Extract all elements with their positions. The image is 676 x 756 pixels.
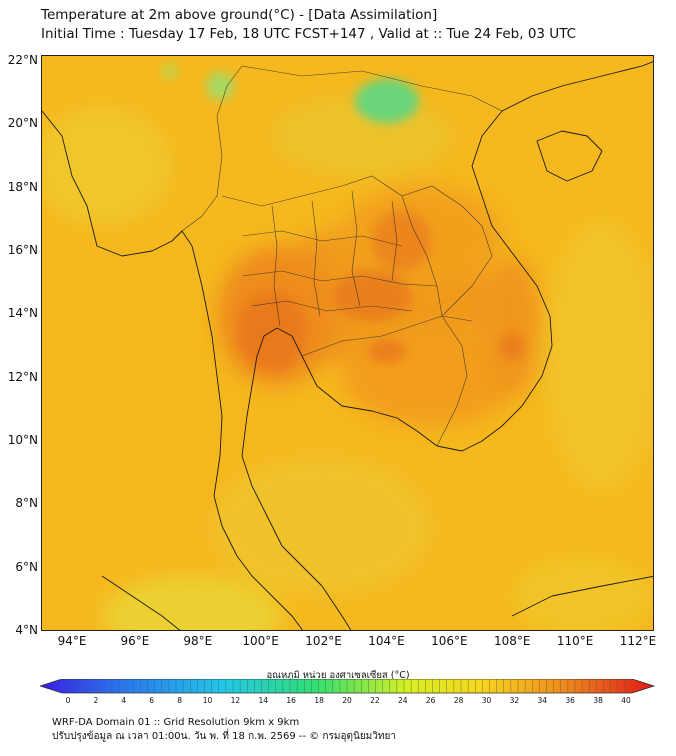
colorbar-tick-label: 20 [342,696,352,705]
green-field-yunnan [355,79,419,123]
colorbar [40,679,656,694]
border-thailand-cambodia [301,315,473,357]
colorbar-label: อุณหภูมิ หน่วย องศาเซลเซียส (°C) [266,670,410,681]
coastline-hainan [536,130,603,182]
temperature-map[interactable] [41,55,654,631]
footer-line-1: WRF-DA Domain 01 :: Grid Resolution 9km … [52,717,300,728]
colorbar-tick-label: 32 [509,696,520,705]
colorbar-tick-label: 4 [121,696,127,705]
latitude-label: 14°N [7,306,38,321]
colorbar-tick-label: 40 [621,696,631,705]
longitude-label: 108°E [493,634,531,648]
coastline-borneo [511,575,653,617]
coastline-sumatra [101,575,181,630]
longitude-label: 100°E [242,634,279,648]
coastline-peninsula-east [241,455,352,630]
latitude-label: 16°N [7,243,38,257]
footer-line-2: ปรับปรุงข้อมูล ณ เวลา 01:00น. วัน พ. ที่… [52,731,396,742]
colorbar-divisions [68,679,626,693]
colorbar-tick-label: 22 [370,696,380,705]
colorbar-tick-label: 6 [149,696,155,705]
latitude-label: 8°N [15,496,38,511]
colorbar-tick-label: 12 [230,696,241,705]
colorbar-tick-label: 18 [314,696,324,705]
border-cambodia-vietnam [436,315,468,447]
cool-field-sumatra [102,576,282,630]
province-grid-g [391,200,398,282]
colorbar-tick-label: 8 [177,696,182,705]
border-china [241,65,503,112]
province-grid-a [241,230,403,247]
warm-field-vietnam [482,256,542,396]
colorbar-tick-label: 34 [537,696,548,705]
province-grid-f [351,190,361,307]
longitude-label: 96°E [120,634,150,648]
green-field-north-laos [206,72,234,100]
province-grid-e [311,200,321,317]
hot-field-vietnam-highlands [500,332,524,360]
cool-field-borneo [512,556,652,630]
temperature-field-anomalies [42,96,653,630]
longitude-label: 110°E [556,634,594,648]
province-borders [181,65,503,447]
longitude-label: 98°E [183,634,213,648]
green-field-myanmar-north [162,63,178,79]
chart-title: Temperature at 2m above ground(°C) - [Da… [41,6,576,44]
longitude-label: 106°E [431,634,468,648]
colorbar-tick-label: 24 [398,696,408,705]
title-line-1: Temperature at 2m above ground(°C) - [Da… [41,7,438,23]
cool-field-east-sea [542,216,653,496]
latitude-label: 22°N [7,53,38,67]
border-myanmar-thailand [181,65,243,232]
province-grid-c [251,300,413,312]
hot-field-cambodia [367,339,407,363]
colorbar-tick-label: 30 [481,696,492,705]
colorbar-tick-label: 0 [65,696,71,705]
border-thailand-laos [221,175,443,317]
cool-field-gulf-south [212,456,432,596]
colorbar-tick-label: 28 [453,696,464,705]
coastline-vietnam [436,61,653,452]
longitude-label: 94°E [57,634,87,648]
latitude-label: 12°N [7,369,38,384]
colorbar-tick-label: 2 [93,696,99,705]
border-laos-vietnam [401,185,493,317]
colorbar-tick-label: 26 [425,696,436,705]
coastline-gulf-west [241,327,438,457]
colorbar-tick-label: 38 [593,696,603,705]
longitude-label: 112°E [619,634,657,648]
latitude-label: 18°N [7,179,38,194]
footer: WRF-DA Domain 01 :: Grid Resolution 9km … [52,716,396,744]
colorbar-tick-label: 14 [258,696,269,705]
coastlines [42,61,653,630]
coastline-west [42,110,304,630]
latitude-label: 20°N [7,116,38,131]
colorbar-tick-label: 16 [286,696,296,705]
longitude-label: 102°E [305,634,342,648]
latitude-label: 6°N [15,559,38,574]
latitude-label: 4°N [15,623,38,637]
province-grid-d [271,205,281,327]
map-svg [42,56,653,630]
cool-field-sea-west [42,106,172,226]
colorbar-tick-label: 36 [565,696,575,705]
longitude-label: 104°E [368,634,405,648]
latitude-label: 10°N [7,433,38,447]
title-line-2: Initial Time : Tuesday 17 Feb, 18 UTC FC… [41,26,577,42]
hot-field-lower-isan [372,211,432,271]
colorbar-tick-label: 10 [202,696,213,705]
